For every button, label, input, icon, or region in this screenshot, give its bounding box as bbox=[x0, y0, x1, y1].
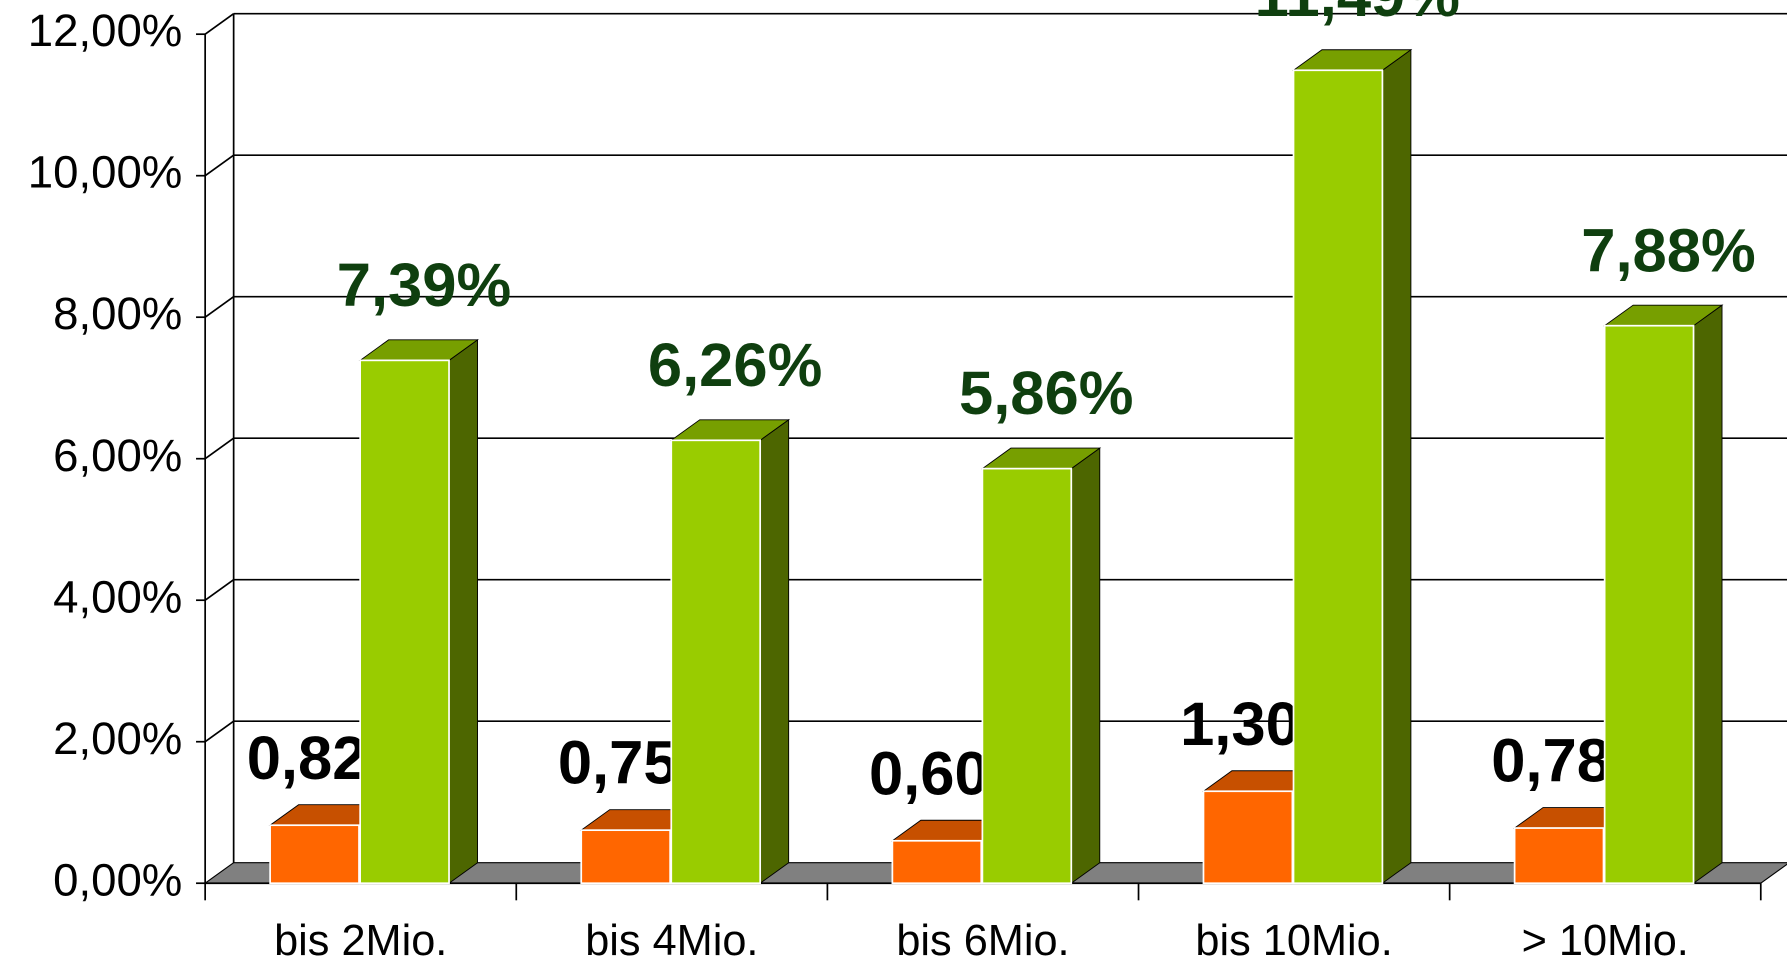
x-tick-label: bis 10Mio. bbox=[1195, 917, 1392, 963]
grid-line-side bbox=[204, 154, 235, 177]
x-tick-label: bis 6Mio. bbox=[896, 917, 1069, 963]
bar-side bbox=[448, 338, 478, 885]
bar bbox=[1292, 69, 1384, 885]
value-label: 7,88% bbox=[1581, 216, 1755, 285]
x-tick-label: bis 2Mio. bbox=[274, 917, 447, 963]
value-label: 6,26% bbox=[648, 331, 822, 400]
grid-line-side bbox=[204, 295, 235, 318]
y-tick-label: 8,00% bbox=[53, 288, 182, 339]
bar bbox=[269, 824, 360, 885]
bar-side bbox=[1693, 304, 1723, 885]
grid-line-side bbox=[204, 720, 235, 743]
bar bbox=[1603, 324, 1695, 885]
bar bbox=[1202, 790, 1294, 885]
bar-side bbox=[1070, 447, 1101, 885]
x-tick-label: > 10Mio. bbox=[1522, 917, 1689, 963]
y-tick-label: 6,00% bbox=[53, 430, 182, 481]
bar bbox=[891, 839, 983, 885]
value-label: 7,39% bbox=[337, 251, 511, 320]
x-tick-label: bis 4Mio. bbox=[585, 917, 758, 963]
y-tick-label: 12,00% bbox=[28, 5, 183, 56]
value-label: 5,86% bbox=[959, 359, 1133, 428]
value-label: 11,49% bbox=[1255, 0, 1460, 30]
bar-side bbox=[759, 418, 790, 885]
bar bbox=[580, 829, 671, 885]
bar bbox=[359, 359, 450, 885]
y-tick-label: 10,00% bbox=[28, 147, 183, 198]
grid-line-side bbox=[204, 437, 235, 460]
bar bbox=[981, 467, 1073, 885]
grid-line-side bbox=[204, 12, 235, 35]
grid-line-side bbox=[204, 579, 235, 601]
y-tick-label: 0,00% bbox=[53, 854, 182, 905]
y-tick-label: 4,00% bbox=[53, 571, 182, 622]
bar bbox=[670, 439, 762, 885]
y-tick-label: 2,00% bbox=[53, 713, 182, 764]
bar bbox=[1513, 827, 1605, 885]
bar-side bbox=[1381, 48, 1412, 885]
